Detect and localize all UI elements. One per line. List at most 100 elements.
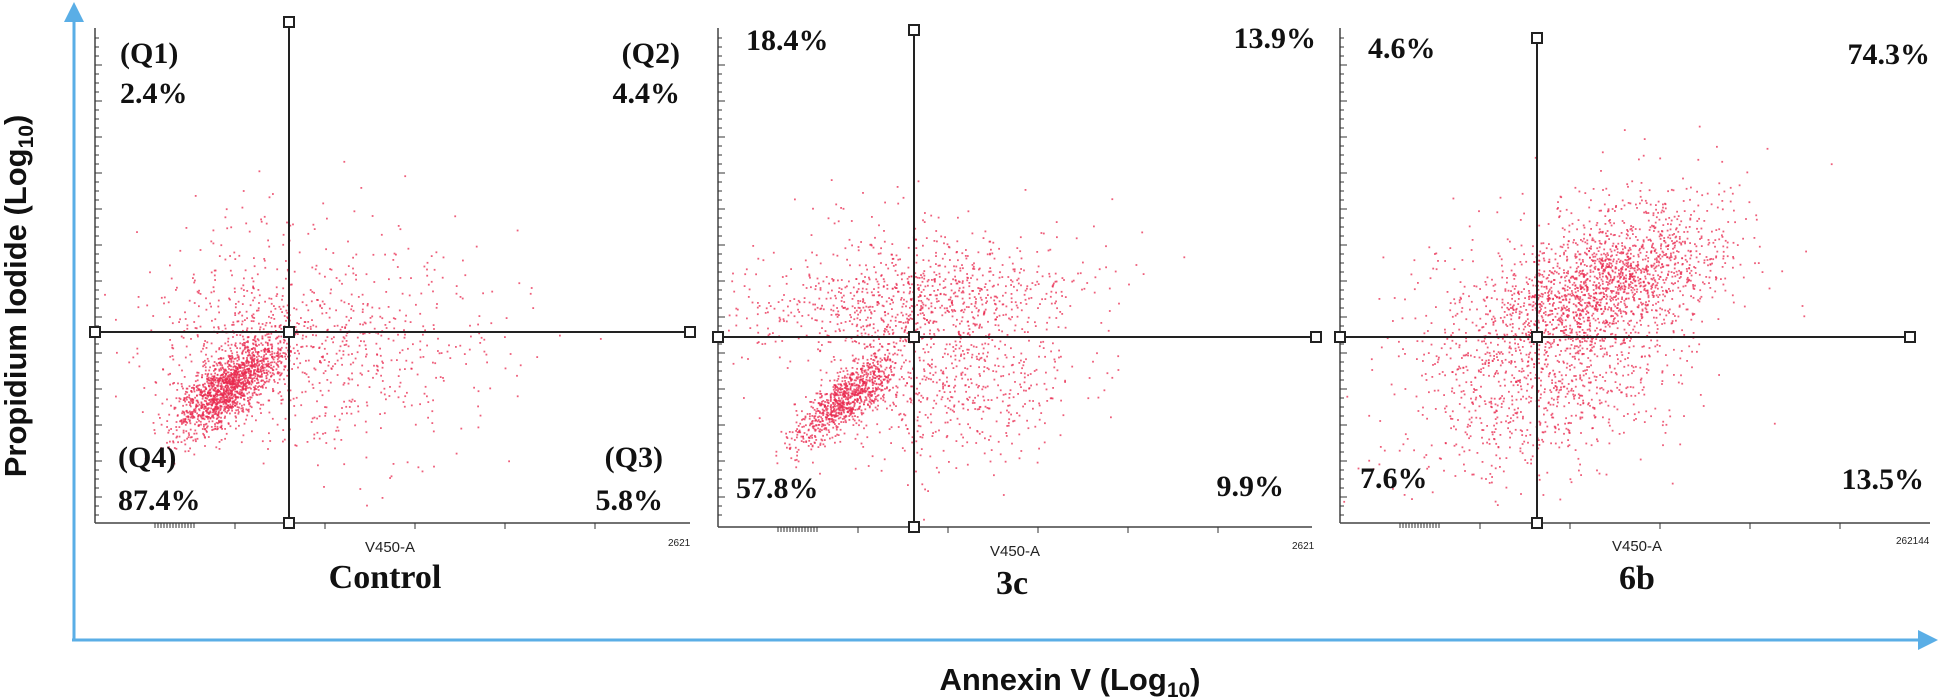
event-dot <box>1010 308 1013 311</box>
event-dot <box>1183 256 1186 259</box>
event-dot <box>751 301 754 304</box>
event-dot <box>1094 276 1097 279</box>
event-dot <box>229 406 231 409</box>
event-dot <box>248 391 250 394</box>
event-dot <box>276 293 279 295</box>
event-dot <box>1013 285 1015 288</box>
event-dot <box>188 385 191 388</box>
event-dot <box>275 295 278 297</box>
event-dot <box>236 384 239 387</box>
event-dot <box>937 329 940 332</box>
event-dot <box>870 291 873 294</box>
event-dot <box>887 380 890 383</box>
event-dot <box>1017 282 1020 285</box>
event-dot <box>232 383 235 386</box>
event-dot <box>257 401 260 404</box>
event-dot <box>867 365 870 368</box>
event-dot <box>863 369 866 372</box>
event-dot <box>997 384 999 387</box>
event-dot <box>1012 356 1015 358</box>
event-dot <box>809 435 812 437</box>
event-dot <box>853 360 856 363</box>
event-dot <box>865 381 868 384</box>
event-dot <box>203 425 205 428</box>
event-dot <box>342 336 345 339</box>
event-dot <box>255 343 257 346</box>
event-dot <box>860 392 862 394</box>
event-dot <box>983 399 986 402</box>
event-dot <box>829 321 832 323</box>
event-dot <box>796 431 799 434</box>
event-dot <box>921 312 924 314</box>
event-dot <box>1027 331 1029 333</box>
event-dot <box>911 441 913 444</box>
event-dot <box>803 432 806 434</box>
event-dot <box>267 348 270 351</box>
event-dot <box>756 313 759 316</box>
event-dot <box>849 385 852 388</box>
event-dot <box>811 436 813 439</box>
event-dot <box>986 355 988 358</box>
event-dot <box>1141 231 1144 234</box>
event-dot <box>433 465 435 468</box>
event-dot <box>229 347 232 350</box>
event-dot <box>275 286 278 289</box>
q4-tag: (Q4) <box>118 441 176 474</box>
event-dot <box>193 321 196 323</box>
event-dot <box>285 277 287 280</box>
event-dot <box>832 410 835 412</box>
event-dot <box>874 352 877 355</box>
event-dot <box>870 402 873 405</box>
event-dot <box>877 349 880 352</box>
event-dot <box>783 320 785 322</box>
event-dot <box>172 382 174 385</box>
event-dot <box>863 382 865 384</box>
event-dot <box>269 343 272 346</box>
event-dot <box>275 362 278 365</box>
event-dot <box>343 400 345 403</box>
event-dot <box>871 384 874 386</box>
event-dot <box>191 413 193 416</box>
event-dot <box>213 369 215 372</box>
event-dot <box>788 443 791 446</box>
event-dot <box>882 305 885 308</box>
event-dot <box>1028 297 1030 300</box>
event-dot <box>866 436 869 439</box>
event-dot <box>281 295 284 297</box>
event-dot <box>229 255 231 257</box>
event-dot <box>909 306 911 309</box>
event-dot <box>267 344 269 347</box>
event-dot <box>732 272 734 275</box>
event-dot <box>846 307 849 310</box>
event-dot <box>1142 273 1145 275</box>
event-dot <box>892 295 895 298</box>
event-dot <box>301 371 304 374</box>
event-dot <box>834 330 837 333</box>
event-dot <box>195 404 198 407</box>
q2-value: 4.4% <box>613 77 681 110</box>
event-dot <box>843 383 846 385</box>
event-dot <box>849 378 852 380</box>
event-dot <box>220 424 223 427</box>
event-dot <box>764 312 767 314</box>
event-dot <box>311 290 314 293</box>
event-dot <box>866 268 868 271</box>
event-dot <box>987 407 990 410</box>
event-dot <box>1002 303 1005 306</box>
event-dot <box>434 362 437 365</box>
event-dot <box>218 416 220 418</box>
event-dot <box>890 368 892 371</box>
event-dot <box>860 398 862 401</box>
event-dot <box>231 407 233 410</box>
event-dot <box>942 329 945 331</box>
event-dot <box>834 423 836 425</box>
event-dot <box>233 287 236 290</box>
event-dot <box>177 382 179 385</box>
event-dot <box>241 343 244 345</box>
event-dot <box>900 297 903 299</box>
event-dot <box>292 397 295 400</box>
event-dot <box>267 370 270 373</box>
event-dot <box>809 401 812 403</box>
event-dot <box>216 384 218 387</box>
event-dot <box>1016 412 1018 414</box>
